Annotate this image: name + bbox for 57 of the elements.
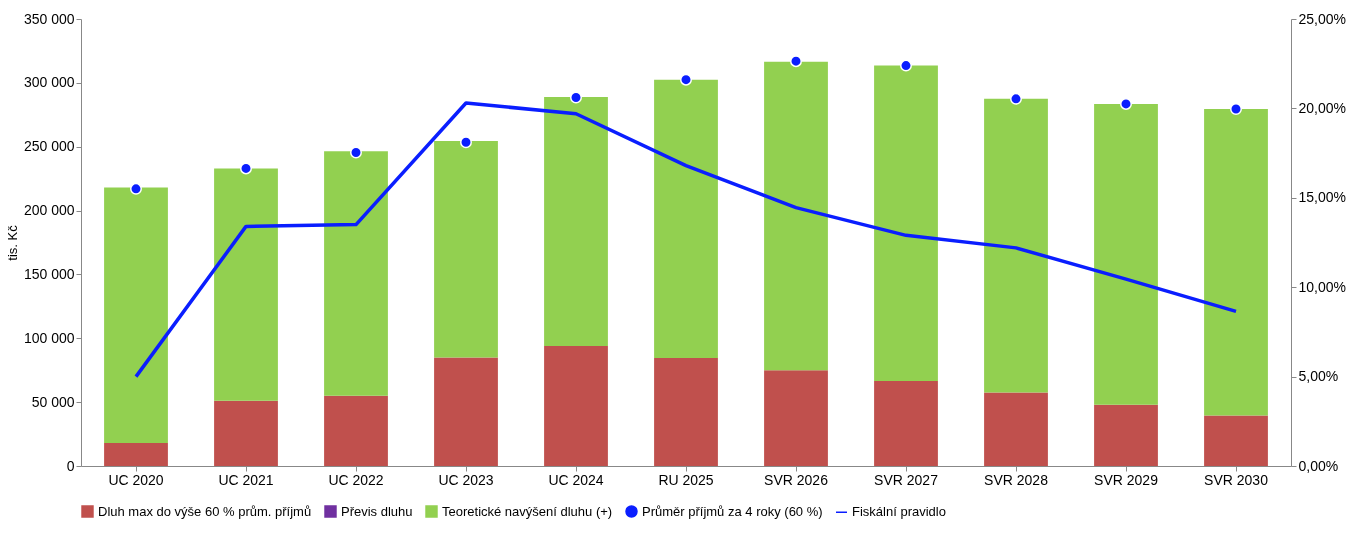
y-tick-label: 150 000 xyxy=(23,265,75,282)
x-tick-label: SVR 2026 xyxy=(764,471,829,488)
x-tick-label: SVR 2027 xyxy=(874,471,939,488)
bar xyxy=(1204,415,1268,466)
bar xyxy=(1094,404,1158,466)
line-series xyxy=(134,101,1238,379)
y-tick-label: 0 xyxy=(66,457,75,474)
point xyxy=(790,55,802,68)
legend-label: Převis dluhu xyxy=(341,503,413,519)
bar xyxy=(1204,109,1268,416)
y-tick-label: 250 000 xyxy=(23,138,75,155)
bar xyxy=(764,61,828,371)
x-tick-label: UC 2020 xyxy=(108,471,164,488)
y2-tick-label: 20,00% xyxy=(1298,99,1346,116)
bar xyxy=(874,381,938,466)
bar xyxy=(984,392,1048,466)
point xyxy=(460,136,472,149)
bar xyxy=(104,443,168,466)
bar xyxy=(544,345,608,466)
bar xyxy=(874,65,938,382)
x-tick-label: SVR 2030 xyxy=(1204,471,1269,488)
bar xyxy=(764,370,828,466)
bar xyxy=(324,151,388,396)
x-tick-label: RU 2025 xyxy=(658,471,714,488)
y-tick-label: 50 000 xyxy=(31,393,75,410)
y-axis-title: tis. Kč xyxy=(4,224,20,261)
bar xyxy=(324,395,388,466)
y-tick-label: 350 000 xyxy=(23,10,75,27)
y-tick-label: 100 000 xyxy=(23,329,75,346)
bar xyxy=(214,168,278,401)
y2-tick-label: 10,00% xyxy=(1298,278,1346,295)
legend-label: Dluh max do výše 60 % prům. příjmů xyxy=(98,503,312,519)
y2-tick-label: 0,00% xyxy=(1298,457,1339,474)
bar xyxy=(104,187,168,444)
y2-tick-label: 25,00% xyxy=(1298,10,1346,27)
bar xyxy=(654,79,718,359)
bar xyxy=(434,140,498,358)
y2-tick-label: 15,00% xyxy=(1298,189,1346,206)
y2-tick-label: 5,00% xyxy=(1298,368,1339,385)
bar xyxy=(984,98,1048,393)
bar xyxy=(544,96,608,346)
legend-label: Fiskální pravidlo xyxy=(852,504,946,520)
point xyxy=(1230,103,1242,116)
x-tick-label: SVR 2029 xyxy=(1094,471,1159,488)
bar xyxy=(1094,103,1158,405)
x-tick-label: UC 2024 xyxy=(548,471,604,488)
legend-label: Teoretické navýšení dluhu (+) xyxy=(442,503,613,519)
legend-label: Průměr příjmů za 4 roky (60 %) xyxy=(642,503,823,519)
bar xyxy=(654,358,718,466)
x-tick-label: UC 2023 xyxy=(438,471,494,488)
x-tick-label: SVR 2028 xyxy=(984,471,1049,488)
y-tick-label: 300 000 xyxy=(23,74,75,91)
x-tick-label: UC 2022 xyxy=(328,471,384,488)
x-tick-label: UC 2021 xyxy=(218,471,274,488)
bar xyxy=(214,400,278,466)
bar xyxy=(434,357,498,466)
y-tick-label: 200 000 xyxy=(23,202,75,219)
